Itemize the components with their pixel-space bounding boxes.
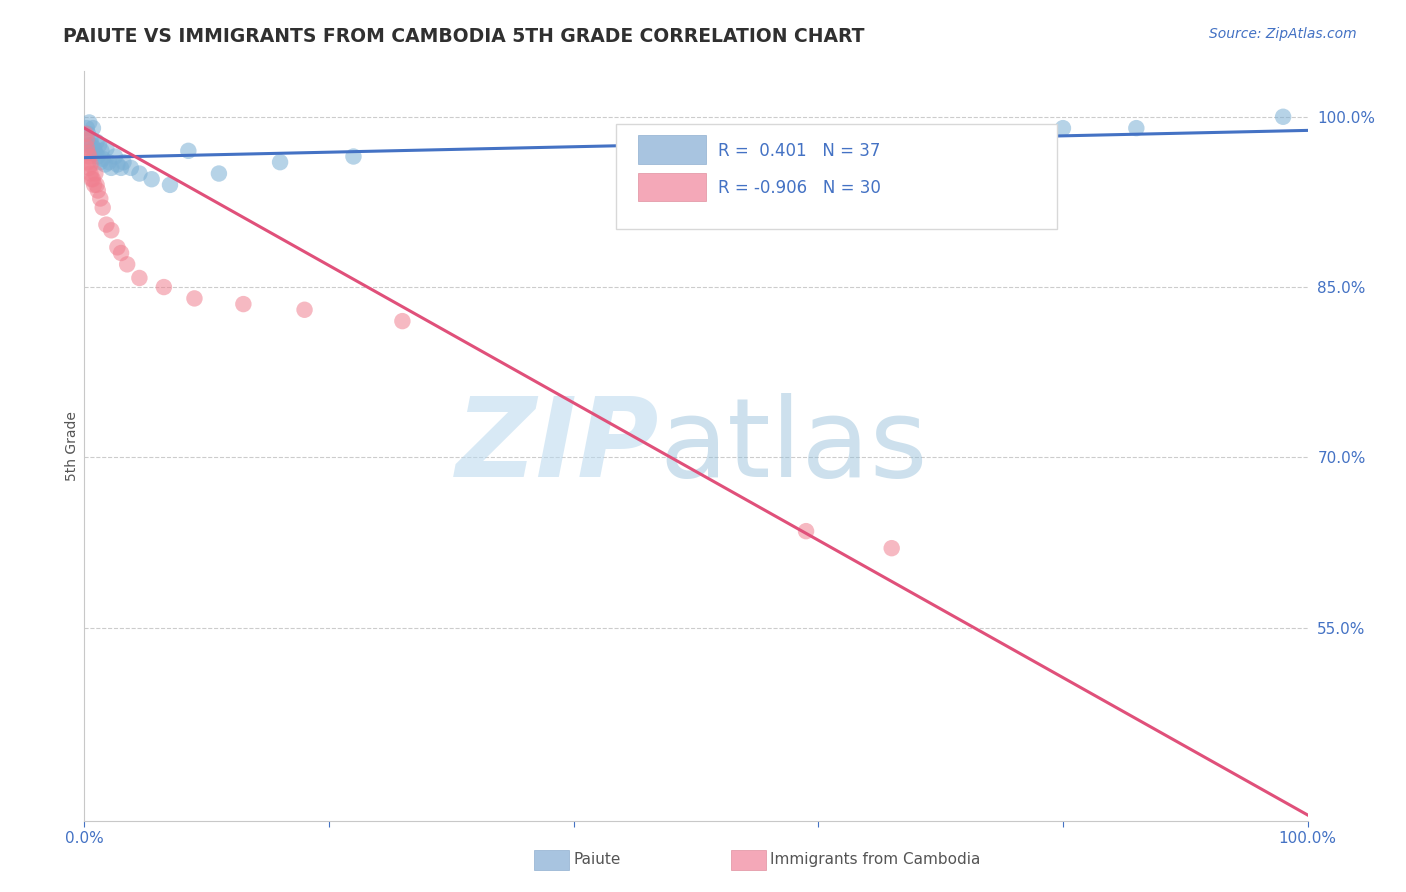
Point [112,155,135,169]
Point [76,140,98,154]
Point [84,167,107,181]
Point [83,178,105,192]
Point [391,314,413,328]
Point [77,161,100,175]
Point [89,192,111,206]
Text: ZIP: ZIP [456,392,659,500]
Point [96,218,118,232]
Point [991,127,1014,141]
Point [77,138,100,153]
Point [76,132,98,146]
Point [880,541,903,556]
Point [86,178,108,192]
Point [77,115,100,129]
Point [105,240,128,254]
Point [100,161,122,175]
Point [77,127,100,141]
Point [159,178,181,192]
Point [80,172,103,186]
FancyBboxPatch shape [616,124,1057,228]
Point [91,201,114,215]
Point [294,302,316,317]
Point [89,155,111,169]
Point [1052,121,1074,136]
Point [177,144,200,158]
Point [84,146,107,161]
Point [75,127,97,141]
Point [97,155,120,169]
Point [342,149,364,163]
Bar [638,172,706,201]
Point [120,161,142,175]
Point [1125,121,1147,136]
Text: R =  0.401   N = 37: R = 0.401 N = 37 [718,142,880,160]
Point [87,184,110,198]
Point [105,157,128,171]
Point [794,524,817,538]
Text: Source: ZipAtlas.com: Source: ZipAtlas.com [1209,27,1357,41]
Point [100,223,122,237]
Text: PAIUTE VS IMMIGRANTS FROM CAMBODIA 5TH GRADE CORRELATION CHART: PAIUTE VS IMMIGRANTS FROM CAMBODIA 5TH G… [63,27,865,45]
Text: Paiute: Paiute [574,853,621,867]
Point [1272,110,1295,124]
Point [96,142,118,156]
Text: Immigrants from Cambodia: Immigrants from Cambodia [770,853,981,867]
Point [128,271,150,285]
Point [128,167,150,181]
Point [76,121,98,136]
Point [115,257,138,271]
Point [104,149,127,163]
Bar [638,135,706,163]
Point [79,167,101,181]
Point [141,172,163,186]
Point [77,155,100,169]
Point [77,146,100,161]
Point [94,157,117,171]
Point [87,138,110,153]
Point [208,167,231,181]
Point [79,132,101,146]
Point [110,246,132,260]
Text: R = -0.906   N = 30: R = -0.906 N = 30 [718,179,882,197]
Point [232,297,254,311]
Point [79,157,101,171]
Text: atlas: atlas [659,392,928,500]
Point [110,161,132,175]
Point [83,142,105,156]
Point [183,292,205,306]
Point [77,149,100,163]
Point [153,280,176,294]
Point [90,144,112,158]
Y-axis label: 5th Grade: 5th Grade [65,411,79,481]
Point [80,138,103,153]
Point [929,132,952,146]
Point [82,172,104,186]
Point [269,155,291,169]
Point [86,135,108,149]
Point [87,149,110,163]
Point [91,152,114,166]
Point [82,121,104,136]
Point [82,144,104,158]
